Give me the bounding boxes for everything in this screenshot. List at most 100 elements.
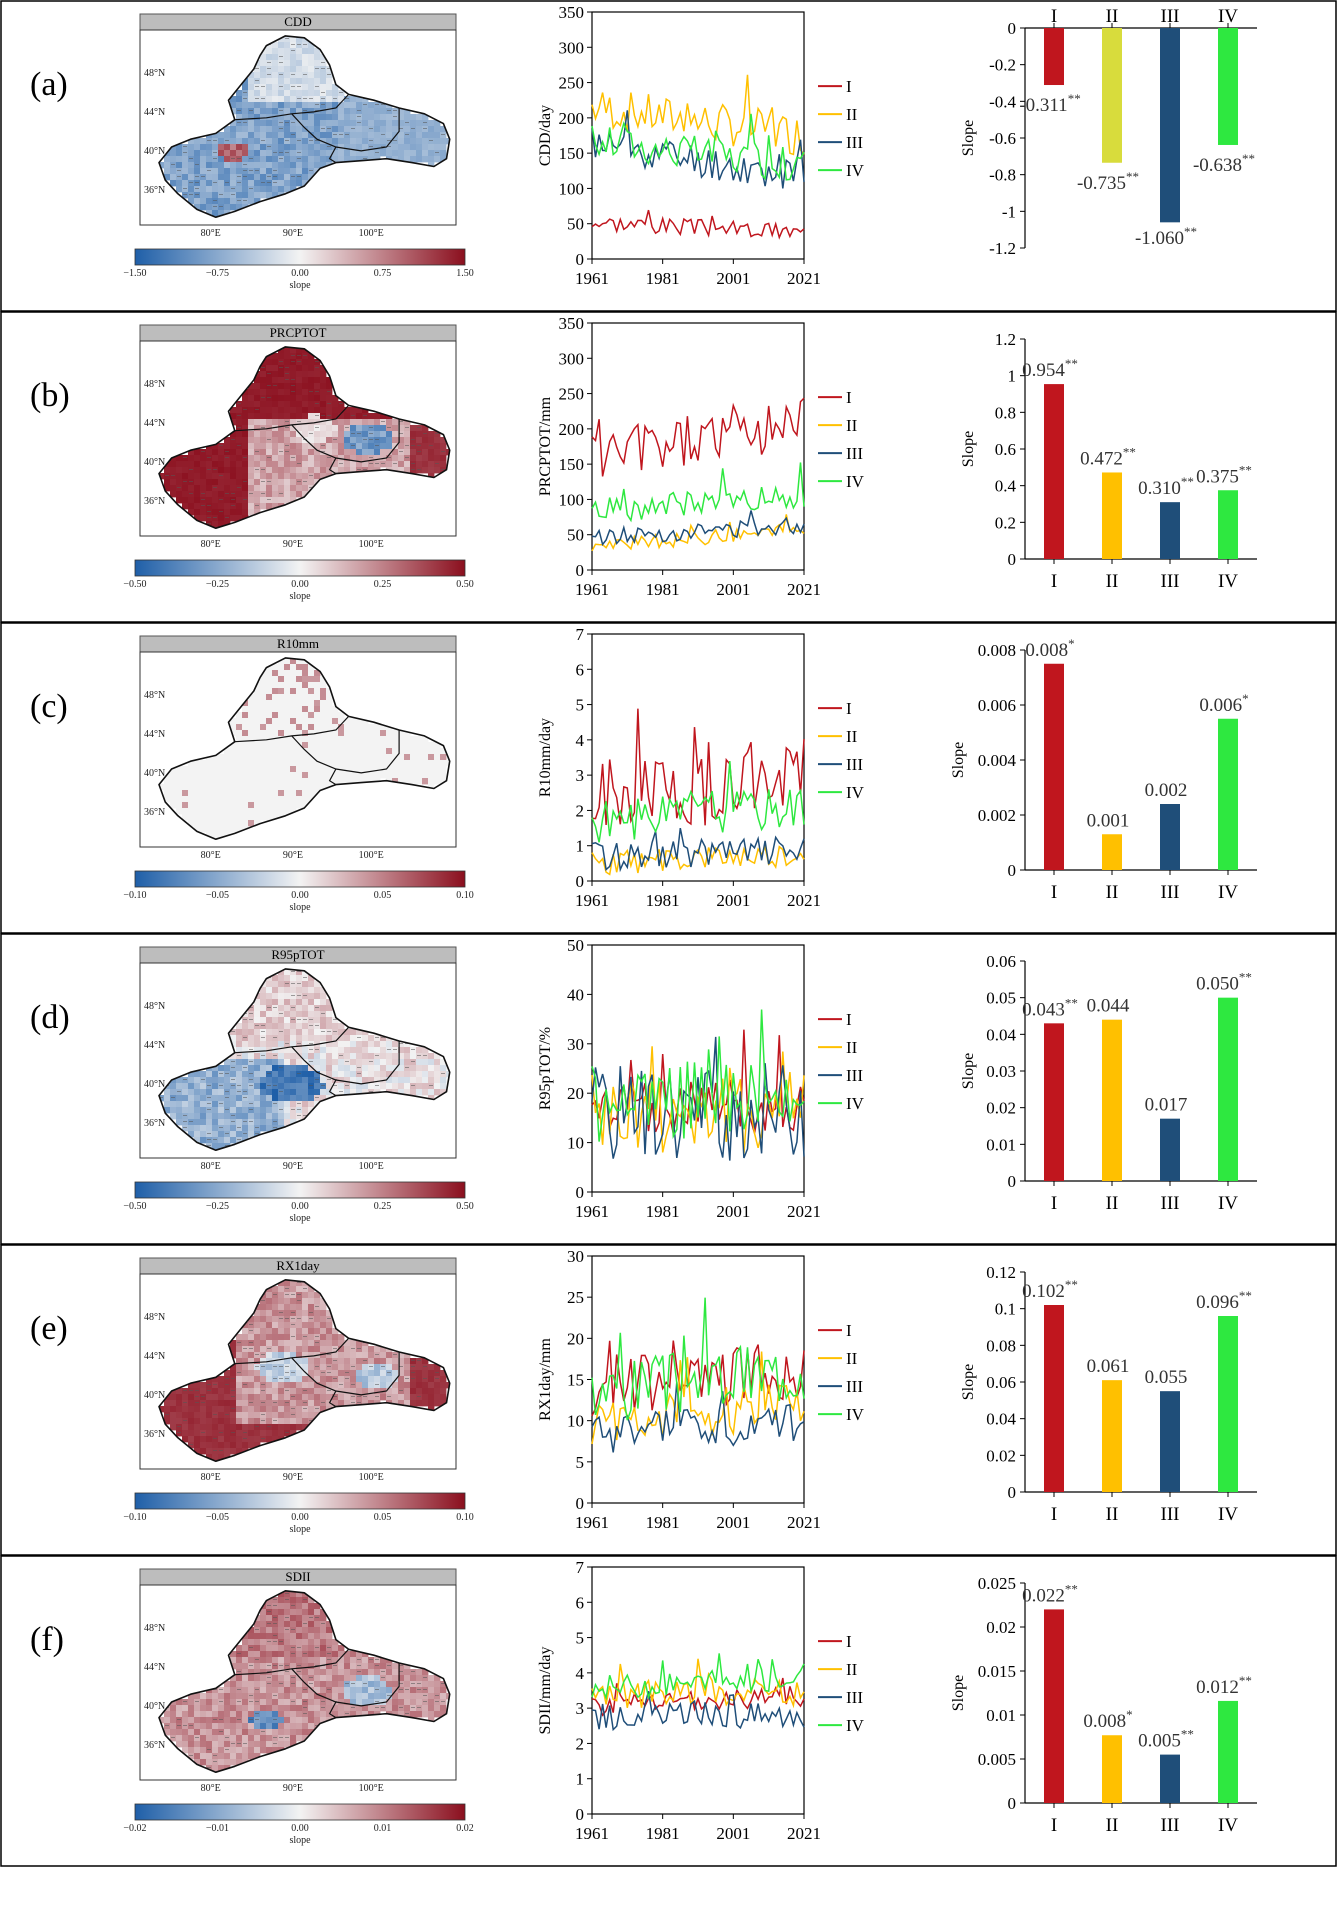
map-cell <box>272 90 279 97</box>
map-cell <box>326 1645 333 1652</box>
map-cell <box>236 1023 243 1030</box>
map-cell <box>320 1621 327 1628</box>
series-line-II <box>591 74 805 156</box>
map-cell <box>434 1400 441 1407</box>
map-cell <box>212 204 219 211</box>
map-cell <box>218 1436 225 1443</box>
map-cell <box>290 1298 297 1305</box>
map-cell <box>242 1334 249 1341</box>
map-cell <box>350 1047 357 1054</box>
map-cell <box>266 1388 273 1395</box>
map-cell <box>266 706 273 713</box>
map-cell <box>320 700 327 707</box>
map-cell <box>260 1089 267 1096</box>
map-cell <box>320 706 327 713</box>
significance-hatch <box>261 1037 265 1038</box>
map-cell <box>332 395 339 402</box>
map-cell <box>296 670 303 677</box>
map-cell <box>284 796 291 803</box>
map-cell <box>260 60 267 67</box>
map-cell <box>236 1394 243 1401</box>
map-cell <box>266 66 273 73</box>
bar-value-label: 0.055 <box>1145 1367 1188 1388</box>
map-cell <box>302 1077 309 1084</box>
map-cell <box>356 1089 363 1096</box>
significance-hatch <box>195 176 199 177</box>
map-cell <box>368 144 375 151</box>
map-cell <box>296 736 303 743</box>
map-cell <box>284 760 291 767</box>
map-cell <box>296 694 303 701</box>
significance-hatch <box>363 415 367 416</box>
map-cell <box>296 1412 303 1419</box>
map-cell <box>248 156 255 163</box>
map-cell <box>272 1316 279 1323</box>
significance-hatch <box>225 493 229 494</box>
significance-hatch <box>285 1665 289 1666</box>
map-cell <box>422 437 429 444</box>
map-cell <box>374 419 381 426</box>
map-cell <box>434 1071 441 1078</box>
map-cell <box>242 1077 249 1084</box>
map-cell <box>326 1352 333 1359</box>
map-cell <box>194 1400 201 1407</box>
map-cell <box>218 198 225 205</box>
map-cell <box>380 1382 387 1389</box>
map-cell <box>278 1346 285 1353</box>
map-cell <box>272 1621 279 1628</box>
bar-value: 0.375 <box>1196 466 1239 487</box>
map-cell <box>248 1119 255 1126</box>
map-cell <box>242 796 249 803</box>
map-cell <box>272 754 279 761</box>
map-cell <box>320 407 327 414</box>
map-cell <box>314 987 321 994</box>
legend-label: III <box>846 755 863 774</box>
map-cell <box>302 1065 309 1072</box>
map-cell <box>302 1615 309 1622</box>
map-cell <box>230 108 237 115</box>
map-cell <box>302 1095 309 1102</box>
map-lat-tick: 40°N <box>144 768 165 779</box>
map-cell <box>434 449 441 456</box>
map-cell <box>416 1047 423 1054</box>
significance-hatch <box>387 1396 391 1397</box>
significance-hatch <box>177 170 181 171</box>
map-cell <box>218 1442 225 1449</box>
map-cell <box>410 1059 417 1066</box>
map-cell <box>248 1657 255 1664</box>
map-cell <box>176 1394 183 1401</box>
map-cell <box>188 808 195 815</box>
map-cell <box>194 1083 201 1090</box>
map-cell <box>308 790 315 797</box>
map-cell <box>386 742 393 749</box>
map-cell <box>422 1364 429 1371</box>
map-cell <box>290 461 297 468</box>
map-cell <box>308 1358 315 1365</box>
x-tick-label: 1961 <box>575 1513 609 1532</box>
map-cell <box>368 413 375 420</box>
map-cell <box>266 1095 273 1102</box>
map-cell <box>392 138 399 145</box>
significance-hatch <box>261 1366 265 1367</box>
map-cell <box>278 371 285 378</box>
map-cell <box>170 1394 177 1401</box>
map-cell <box>230 419 237 426</box>
map-cell <box>266 102 273 109</box>
map-cell <box>212 455 219 462</box>
map-cell <box>308 1382 315 1389</box>
map-cell <box>260 1005 267 1012</box>
significance-hatch <box>231 1115 235 1116</box>
significance-hatch <box>297 98 301 99</box>
map-cell <box>242 132 249 139</box>
significance-hatch <box>357 1665 361 1666</box>
map-cell <box>308 784 315 791</box>
significance-hatch <box>441 1683 445 1684</box>
map-cell <box>296 144 303 151</box>
significance-hatch <box>225 1091 229 1092</box>
map-cell <box>392 156 399 163</box>
significance-hatch <box>273 1127 277 1128</box>
bar-y-tick-label: 0 <box>1008 19 1017 38</box>
significance-hatch <box>327 1366 331 1367</box>
significance-hatch <box>357 122 361 123</box>
map-cell <box>302 1029 309 1036</box>
